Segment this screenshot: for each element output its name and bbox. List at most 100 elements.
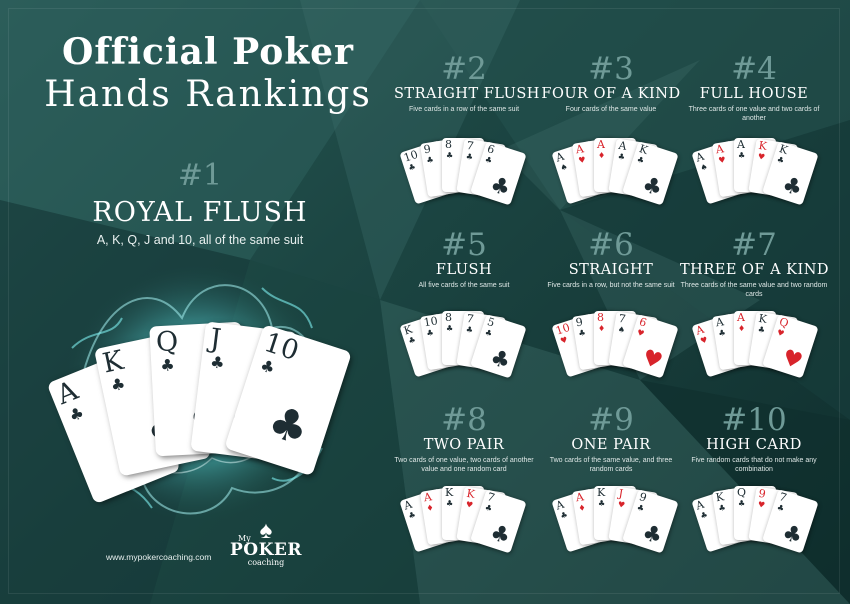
card-suit-icon: ♣ bbox=[635, 502, 646, 514]
card-suit-icon: ♥ bbox=[775, 327, 786, 339]
hand-cards: A♠♠A♥♥A♦♦A♣♣K♣♣ bbox=[551, 137, 680, 206]
hand-description: Five random cards that do not make any c… bbox=[691, 457, 817, 474]
hand-description: Two cards of the same value, and three r… bbox=[549, 457, 673, 474]
card-rank: 7 bbox=[617, 311, 627, 326]
hand-number: #5 bbox=[441, 227, 487, 263]
hand-name: FULL HOUSE bbox=[699, 86, 809, 102]
logo-poker: POKER bbox=[230, 540, 302, 560]
card-suit-icon: ♣ bbox=[407, 510, 417, 521]
card-suit-icon: ♠ bbox=[617, 324, 626, 335]
hand-rank-10: #10 HIGH CARD Five random cards that do no… bbox=[680, 403, 828, 475]
hand-name: ROYAL FLUSH bbox=[92, 197, 308, 228]
hand-description: All five cards of the same suit bbox=[418, 282, 510, 289]
card-center-suit-icon: ♣ bbox=[779, 520, 806, 551]
card-center-suit-icon: ♣ bbox=[639, 520, 666, 551]
card-rank: 8 bbox=[445, 311, 452, 324]
logo-coaching: coaching bbox=[247, 558, 285, 567]
card-suit-icon: ♥ bbox=[699, 335, 709, 346]
card-suit-icon: ♣ bbox=[425, 328, 435, 339]
card-suit-icon: ♦ bbox=[738, 324, 746, 333]
card-suit-icon: ♣ bbox=[465, 151, 474, 162]
hand-cards: A♥♥A♣♣A♦♦K♣♣Q♥♥ bbox=[691, 310, 820, 379]
card-center-suit-icon: ♣ bbox=[487, 520, 514, 551]
hand-number: #8 bbox=[441, 402, 487, 438]
hand-name: TWO PAIR bbox=[423, 437, 505, 453]
hand-number: #2 bbox=[441, 51, 487, 87]
card-suit-icon: ♦ bbox=[598, 324, 606, 333]
card-suit-icon: ♠ bbox=[699, 162, 709, 173]
card-center-suit-icon: ♣ bbox=[487, 345, 514, 376]
card-rank: A bbox=[737, 311, 745, 324]
hand-rank-3: #3 FOUR OF A KIND Four cards of the same v… bbox=[541, 52, 681, 114]
card-rank: 9 bbox=[757, 486, 767, 501]
hand-rank-7: #7 THREE OF A KIND Three cards of the same… bbox=[680, 227, 829, 300]
card-rank: 8 bbox=[597, 311, 604, 324]
card-center-suit-icon: ♣ bbox=[261, 395, 316, 457]
hand-cards: 10♣♣9♣♣8♣♣7♣♣6♣♣ bbox=[399, 137, 528, 206]
hand-description: A, K, Q, J and 10, all of the same suit bbox=[96, 233, 304, 247]
card-suit-icon: ♣ bbox=[483, 154, 494, 166]
hand-name: HIGH CARD bbox=[706, 437, 802, 453]
card-center-suit-icon: ♣ bbox=[779, 172, 806, 203]
card-center-suit-icon: ♣ bbox=[639, 172, 666, 203]
card-suit-icon: ♣ bbox=[483, 327, 494, 339]
hand-rank-5: #5 FLUSH All five cards of the same suit bbox=[394, 228, 534, 290]
hand-cards: A♣♣A♦♦K♣♣J♥♥9♣♣ bbox=[551, 485, 680, 554]
card-suit-icon: ♣ bbox=[66, 402, 87, 426]
card-suit-icon: ♥ bbox=[465, 499, 474, 510]
hand-name: FOUR OF A KIND bbox=[541, 86, 681, 102]
card-suit-icon: ♣ bbox=[446, 324, 454, 333]
card-rank: 7 bbox=[465, 311, 475, 326]
card-suit-icon: ♣ bbox=[775, 154, 786, 166]
card-suit-icon: ♣ bbox=[483, 502, 494, 514]
hand-cards: A♠♠A♥♥A♣♣K♥♥K♣♣ bbox=[691, 137, 820, 206]
card-suit-icon: ♣ bbox=[757, 324, 766, 335]
royal-flush-section: #1 ROYAL FLUSH A, K, Q, J and 10, all of… bbox=[30, 158, 370, 247]
hand-rank-2: #2 STRAIGHT FLUSH Five cards in a row of t… bbox=[394, 51, 540, 114]
card-center-suit-icon: ♥ bbox=[639, 345, 666, 376]
card-suit-icon: ♣ bbox=[257, 355, 278, 378]
hand-rank-4: #4 FULL HOUSE Three cards of one value and… bbox=[680, 52, 828, 124]
card-suit-icon: ♠ bbox=[559, 162, 569, 173]
card-rank: A bbox=[737, 138, 745, 151]
card-suit-icon: ♣ bbox=[425, 155, 435, 166]
hand-number: #4 bbox=[731, 51, 777, 87]
card-suit-icon: ♣ bbox=[635, 154, 646, 166]
hand-cards: 10♥♥9♣♣8♦♦7♠♠6♥♥ bbox=[551, 310, 680, 379]
card-rank: K bbox=[597, 486, 606, 499]
card-suit-icon: ♣ bbox=[717, 503, 727, 514]
card-suit-icon: ♥ bbox=[635, 327, 646, 339]
frame-border bbox=[8, 8, 840, 594]
card-suit-icon: ♣ bbox=[699, 510, 709, 521]
card-suit-icon: ♣ bbox=[446, 151, 454, 160]
hand-number: #9 bbox=[588, 402, 634, 438]
hand-name: ONE PAIR bbox=[571, 437, 651, 453]
card-suit-icon: ♥ bbox=[757, 499, 766, 510]
card-suit-icon: ♣ bbox=[598, 499, 606, 508]
card-rank: J bbox=[208, 323, 223, 356]
card-rank: A bbox=[597, 138, 605, 151]
hand-number: #1 bbox=[177, 158, 223, 193]
hand-name: STRAIGHT FLUSH bbox=[394, 86, 540, 102]
card-rank: Q bbox=[155, 326, 180, 359]
card-suit-icon: ♣ bbox=[159, 355, 176, 376]
hand-number: #3 bbox=[588, 51, 634, 87]
card-suit-icon: ♣ bbox=[559, 510, 569, 521]
hand-description: Four cards of the same value bbox=[565, 106, 657, 113]
card-suit-icon: ♥ bbox=[559, 335, 569, 346]
hand-number: #10 bbox=[721, 402, 787, 438]
card-suit-icon: ♣ bbox=[717, 328, 727, 339]
hand-description: Three cards of one value and two cards o… bbox=[688, 106, 820, 123]
card-suit-icon: ♣ bbox=[109, 373, 127, 396]
card-suit-icon: ♣ bbox=[738, 151, 746, 160]
card-suit-icon: ♣ bbox=[407, 335, 417, 346]
logo-my: My bbox=[238, 534, 251, 543]
hand-cards: A♣♣K♣♣Q♣♣9♥♥7♣♣ bbox=[691, 485, 820, 554]
hand-description: Five cards in a row, but not the same su… bbox=[547, 282, 675, 289]
hand-description: Three cards of the same value and two ra… bbox=[680, 282, 828, 299]
card-suit-icon: ♣ bbox=[465, 324, 474, 335]
card-suit-icon: ♣ bbox=[446, 499, 454, 508]
hand-rank-6: #6 STRAIGHT Five cards in a row, but not t… bbox=[541, 228, 681, 290]
hand-number: #7 bbox=[731, 227, 777, 263]
card-center-suit-icon: ♥ bbox=[779, 345, 806, 376]
